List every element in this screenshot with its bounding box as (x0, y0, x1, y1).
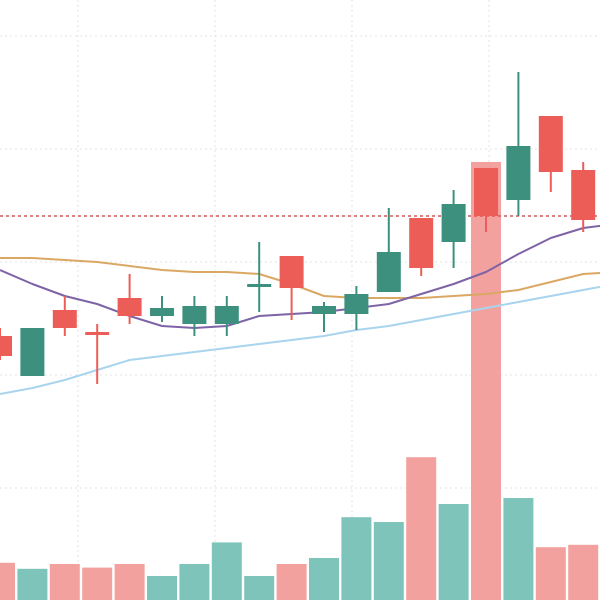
candle-body (85, 332, 110, 335)
volume-bar (568, 544, 599, 600)
volume-bar (406, 457, 437, 600)
candle-body (571, 170, 596, 220)
volume-bar (503, 498, 534, 600)
volume-bar (471, 162, 501, 600)
volume-bars (0, 162, 599, 600)
volume-bar (244, 576, 275, 600)
volume-bar (179, 564, 210, 600)
volume-bar (535, 547, 566, 600)
ma-mid-line (0, 257, 600, 299)
candle-body (441, 204, 466, 242)
ma-short-line (0, 224, 600, 329)
volume-bar (0, 562, 15, 600)
candle-body (20, 328, 45, 376)
candle-body (117, 298, 142, 316)
ma-long-line (0, 285, 600, 395)
candle-body (376, 252, 401, 292)
volume-bar (49, 564, 80, 600)
volume-bar (147, 576, 177, 600)
candle-body (182, 306, 207, 324)
candle-body (506, 146, 531, 200)
candle-body (344, 294, 369, 314)
candles (0, 72, 596, 384)
volume-bar (114, 564, 145, 600)
candle-body (247, 284, 272, 287)
candle-body (0, 336, 12, 356)
candle-body (279, 256, 304, 288)
volume-bar (309, 558, 339, 600)
volume-bar (82, 567, 113, 600)
volume-bar (341, 517, 372, 600)
candle-body (538, 116, 563, 172)
volume-bar (211, 542, 242, 600)
volume-bar (438, 504, 469, 600)
candle-body (474, 168, 498, 216)
candle-body (409, 218, 434, 268)
candle-body (150, 308, 174, 316)
candle-body (52, 310, 77, 328)
volume-bar (373, 522, 404, 600)
volume-bar (17, 568, 48, 600)
moving-averages (0, 224, 600, 395)
candle-body (312, 306, 336, 314)
candle-body (214, 306, 239, 324)
volume-bar (276, 564, 307, 600)
